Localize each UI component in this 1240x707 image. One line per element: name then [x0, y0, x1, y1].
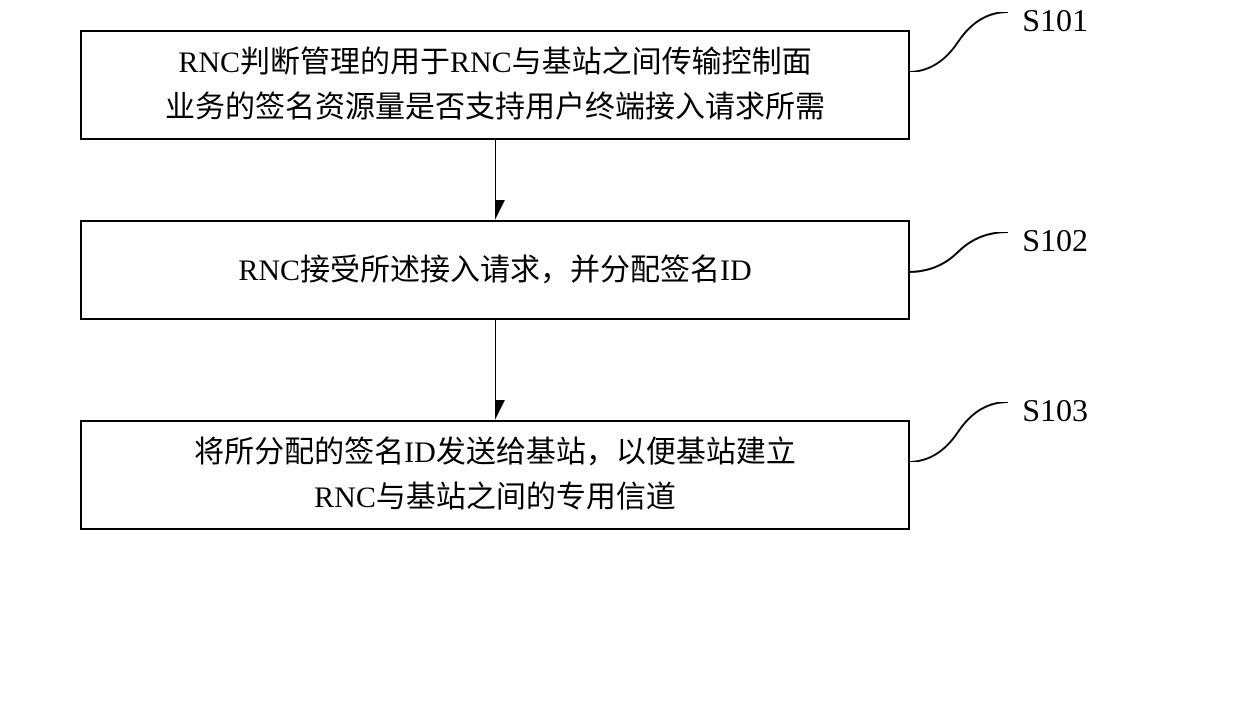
flowchart-container: RNC判断管理的用于RNC与基站之间传输控制面 业务的签名资源量是否支持用户终端… — [80, 30, 1160, 530]
flow-step-3-line1: 将所分配的签名ID发送给基站，以便基站建立 — [194, 436, 796, 469]
flow-step-3-line2: RNC与基站之间的专用信道 — [314, 481, 676, 514]
step-1-label-connector — [908, 12, 1008, 72]
flow-step-2-line1: RNC接受所述接入请求，并分配签名ID — [238, 254, 751, 287]
flow-step-1-label: S101 — [1022, 2, 1088, 39]
flow-step-3-label: S103 — [1022, 392, 1088, 429]
flow-step-2-label: S102 — [1022, 222, 1088, 259]
step-3-label-connector — [908, 402, 1008, 462]
flow-step-2-box: RNC接受所述接入请求，并分配签名ID S102 — [80, 220, 910, 320]
flow-step-3-box: 将所分配的签名ID发送给基站，以便基站建立 RNC与基站之间的专用信道 S103 — [80, 420, 910, 530]
flow-step-2-text: RNC接受所述接入请求，并分配签名ID — [238, 248, 751, 293]
arrow-1 — [495, 140, 525, 220]
flow-step-1-text: RNC判断管理的用于RNC与基站之间传输控制面 业务的签名资源量是否支持用户终端… — [165, 40, 825, 130]
flow-step-1-line2: 业务的签名资源量是否支持用户终端接入请求所需 — [165, 91, 825, 124]
flow-step-3-text: 将所分配的签名ID发送给基站，以便基站建立 RNC与基站之间的专用信道 — [194, 430, 796, 520]
flow-step-1-line1: RNC判断管理的用于RNC与基站之间传输控制面 — [178, 46, 811, 79]
step-2-label-connector — [908, 232, 1008, 282]
flow-step-1-box: RNC判断管理的用于RNC与基站之间传输控制面 业务的签名资源量是否支持用户终端… — [80, 30, 910, 140]
arrow-2 — [495, 320, 525, 420]
